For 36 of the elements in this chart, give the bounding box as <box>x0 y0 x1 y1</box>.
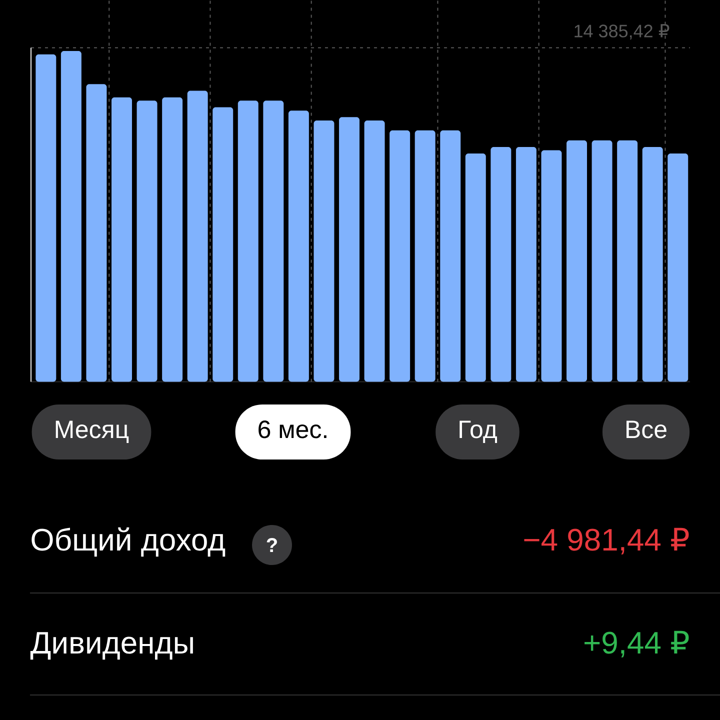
bar <box>642 146 663 382</box>
bar <box>136 100 158 382</box>
bar <box>60 51 82 382</box>
text: ? <box>266 538 277 552</box>
bar <box>592 140 612 382</box>
bar <box>566 140 587 382</box>
bar <box>339 117 360 382</box>
bar <box>288 110 309 382</box>
bar <box>414 130 436 382</box>
bar <box>516 146 536 382</box>
bar <box>668 154 688 382</box>
bar <box>541 150 562 382</box>
bar <box>263 100 284 382</box>
text: Год <box>460 420 498 443</box>
text: Дивиденды <box>30 632 193 660</box>
bar <box>36 54 56 382</box>
bar <box>314 120 334 382</box>
bar <box>617 140 638 382</box>
bar <box>490 146 512 382</box>
bar <box>112 97 132 382</box>
bar <box>390 130 410 382</box>
ref-line-label: 14 385,42 ₽ <box>574 24 670 40</box>
text: Все <box>626 420 666 438</box>
bar <box>187 90 208 382</box>
text: +9,44 ₽ <box>584 630 689 658</box>
bar <box>238 100 258 382</box>
bar <box>364 120 385 382</box>
bar <box>440 130 461 382</box>
bar <box>465 154 486 382</box>
bar <box>162 97 183 382</box>
text: 6 мес. <box>258 420 326 438</box>
bar <box>86 84 107 382</box>
bar <box>212 107 234 382</box>
text: −4 981,44 ₽ <box>524 528 689 554</box>
text: Общий доход <box>32 527 226 557</box>
text: Месяц <box>56 420 129 443</box>
